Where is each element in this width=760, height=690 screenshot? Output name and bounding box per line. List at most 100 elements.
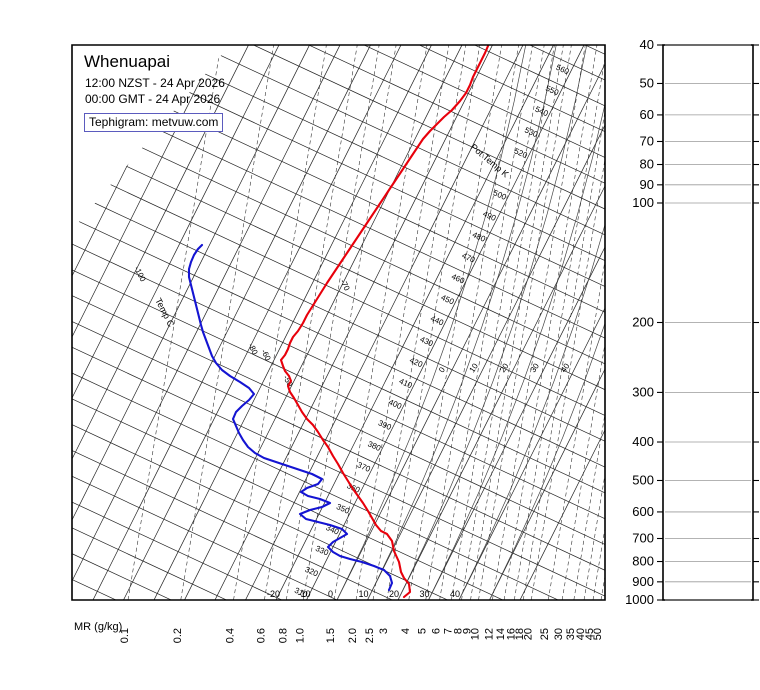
mixing-ratio-label-2.0: 2.0 [347,628,359,643]
temperature-trace [279,45,490,599]
mixing-ratio-line-0.4 [233,45,465,600]
mixing-ratio-label-25: 25 [539,628,551,640]
mixing-ratio-label-16: 16 [505,628,517,640]
pressure-label-300: 300 [632,384,654,399]
mixing-ratio-line-0.1 [127,45,360,600]
mixing-ratio-label-7: 7 [442,628,454,634]
mixing-ratio-line-7 [451,45,605,600]
mixing-ratio-line-9 [470,45,605,600]
mixing-ratio-label-1.5: 1.5 [325,628,337,643]
mixing-ratio-line-4 [408,45,605,600]
saturated-adiabat-50 [489,45,605,600]
pressure-label-400: 400 [632,434,654,449]
mixing-ratio-line-16 [513,45,605,600]
saturated-adiabat-20 [397,45,605,600]
pressure-label-1000: 1000 [625,592,654,607]
pressure-label-70: 70 [640,133,654,148]
mixing-ratio-label-0.2: 0.2 [172,628,184,643]
isotherm-label--10: -10 [298,589,311,599]
saturated-adiabat-10 [367,45,595,600]
pressure-axis-panel: 40 50 60 70 80 90 100 200 300 400 500 600 700 800 900 1… [625,37,759,607]
isentrope-540 [72,45,605,600]
isotherm-label-40: 40 [450,589,460,599]
isotherm-label-20: 20 [389,589,399,599]
mixing-ratio-label-50: 50 [592,628,604,640]
sounding-traces [187,45,490,599]
pressure-label-60: 60 [640,107,654,122]
pressure-label-90: 90 [640,177,654,192]
mixing-ratio-label-35: 35 [565,628,577,640]
mixing-ratio-line-3 [386,45,605,600]
isotherm-label--20: -20 [267,589,280,599]
mixing-ratio-label-40: 40 [575,628,587,640]
pressure-label-900: 900 [632,574,654,589]
isotherm-label-10: 10 [359,589,369,599]
pressure-label-700: 700 [632,531,654,546]
mixing-ratio-label-2.5: 2.5 [364,628,376,643]
pressure-label-40: 40 [640,37,654,52]
mixing-ratio-line-30 [561,45,605,600]
upper-left-mask [72,45,230,230]
sat-adiabat-label-0: 0 [437,365,447,374]
mixing-ratio-label-45: 45 [584,628,596,640]
mixing-ratio-label-0.8: 0.8 [277,628,289,643]
mixing-ratio-label-5: 5 [417,628,429,634]
pressure-label-500: 500 [632,472,654,487]
local-time: 12:00 NZST - 24 Apr 2026 [85,76,225,90]
dewpoint-trace [187,243,394,592]
mixing-ratio-label-20: 20 [522,628,534,640]
station-name: Whenuapai [84,52,171,71]
gmt-time: 00:00 GMT - 24 Apr 2026 [85,92,221,106]
mixing-ratio-line-0.8 [285,45,518,600]
mixing-ratio-line-6 [439,45,605,600]
source-link-box[interactable]: Tephigram: metvuw.com [84,113,224,132]
mixing-ratio-line-0.2 [180,45,413,600]
mixing-ratio-label-8: 8 [453,628,465,634]
pressure-label-800: 800 [632,554,654,569]
mixing-ratio-line-18 [522,45,605,600]
mixing-ratio-label-14: 14 [495,628,507,640]
mixing-ratio-label-9: 9 [461,628,473,634]
mixing-ratio-label-3: 3 [378,628,390,634]
pressure-label-600: 600 [632,504,654,519]
mixing-ratio-line-25 [547,45,605,600]
mixing-ratio-label-30: 30 [553,628,565,640]
mixing-ratio-line-2.0 [355,45,588,600]
mixing-ratio-line-14 [503,45,605,600]
mixing-ratio-line-2.5 [372,45,605,600]
plot-frame [71,44,606,601]
mixing-ratio-line-8 [461,45,605,600]
pressure-label-80: 80 [640,157,654,172]
saturated-adiabat-40 [458,45,605,600]
mixing-ratio-line-1.0 [302,45,535,600]
mixing-ratio-label-10: 10 [470,628,482,640]
pressure-label-100: 100 [632,195,654,210]
pressure-label-200: 200 [632,315,654,330]
pressure-label-50: 50 [640,75,654,90]
